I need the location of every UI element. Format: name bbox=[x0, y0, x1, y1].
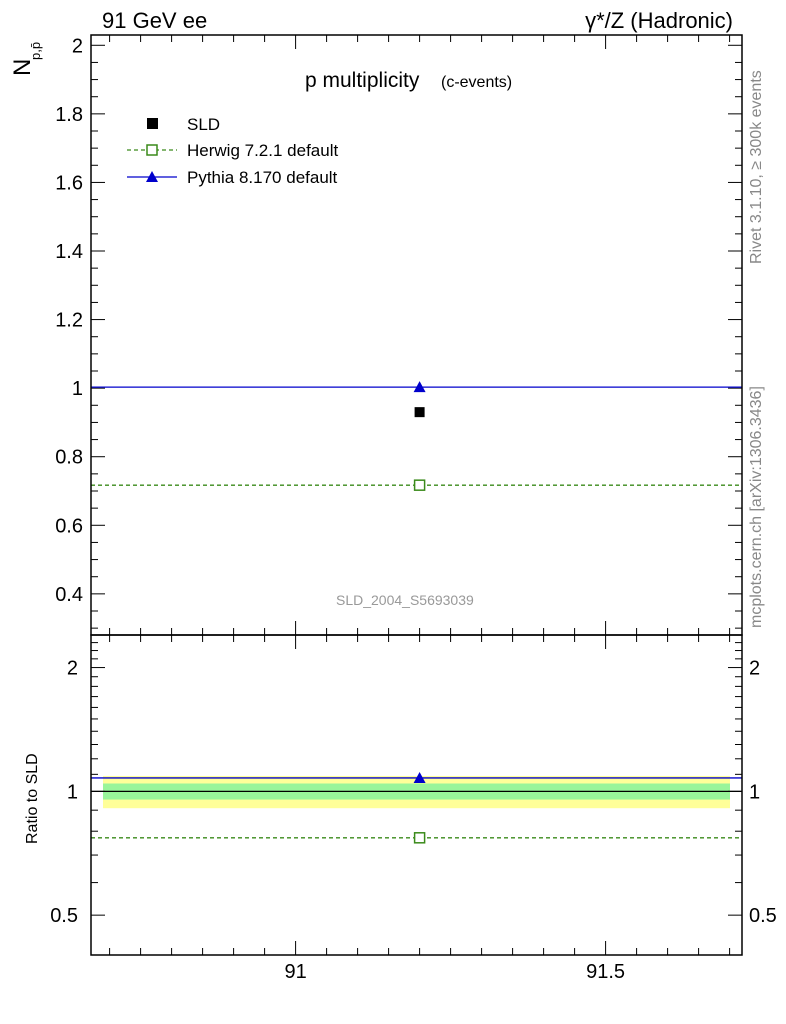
mcplots-label: mcplots.cern.ch [arXiv:1306.3436] bbox=[748, 386, 765, 628]
pythia-point bbox=[413, 381, 426, 393]
ratio-axis-ticks bbox=[91, 635, 742, 956]
main-y-tick-label: 1.6 bbox=[55, 172, 83, 194]
main-y-tick-label: 1.4 bbox=[55, 241, 83, 263]
ratio-frame bbox=[90, 634, 743, 956]
pythia-ratio-point bbox=[413, 771, 426, 783]
legend: SLD Herwig 7.2.1 default Pythia 8.170 de… bbox=[127, 115, 338, 187]
legend-marker-sld bbox=[147, 118, 158, 129]
main-subtitle: (c-events) bbox=[441, 74, 512, 91]
main-y-axis-label-sub: p,p̄ bbox=[28, 42, 43, 60]
legend-marker-herwig bbox=[146, 144, 158, 156]
ratio-y-tick-labels: 0.5 0.5 1 1 2 2 bbox=[50, 658, 777, 928]
main-series bbox=[91, 381, 742, 491]
main-axis-ticks bbox=[91, 35, 742, 635]
main-y-tick-label: 2 bbox=[72, 35, 83, 57]
x-tick-label: 91 bbox=[284, 961, 306, 983]
analysis-watermark: SLD_2004_S5693039 bbox=[336, 592, 474, 608]
x-tick-labels: 91 91.5 bbox=[284, 961, 625, 983]
ratio-y-tick-label-left: 0.5 bbox=[50, 905, 78, 927]
ratio-series bbox=[91, 771, 742, 844]
header-left: 91 GeV ee bbox=[102, 8, 207, 33]
main-y-tick-label: 0.8 bbox=[55, 447, 83, 469]
ratio-y-tick-label-right: 1 bbox=[749, 781, 760, 803]
main-y-tick-label: 0.6 bbox=[55, 515, 83, 537]
ratio-y-tick-label-right: 0.5 bbox=[749, 905, 777, 927]
ratio-y-axis-label: Ratio to SLD bbox=[24, 753, 41, 844]
ratio-y-tick-label-left: 1 bbox=[67, 781, 78, 803]
main-title: p multiplicity bbox=[305, 69, 420, 92]
main-y-tick-labels: 0.4 0.6 0.8 1 1.2 1.4 1.6 1.8 2 bbox=[55, 35, 83, 606]
legend-label-pythia: Pythia 8.170 default bbox=[187, 168, 338, 187]
ratio-y-tick-label-right: 2 bbox=[749, 658, 760, 680]
legend-marker-pythia bbox=[146, 171, 158, 182]
sld-data-point bbox=[414, 407, 425, 418]
header-right: γ*/Z (Hadronic) bbox=[585, 8, 733, 33]
main-y-tick-label: 1.8 bbox=[55, 104, 83, 126]
ratio-panel: 0.5 0.5 1 1 2 2 91 91.5 Ratio to SLD bbox=[24, 634, 777, 983]
main-y-tick-label: 1 bbox=[72, 378, 83, 400]
ratio-y-tick-label-left: 2 bbox=[67, 658, 78, 680]
legend-label-herwig: Herwig 7.2.1 default bbox=[187, 141, 338, 160]
main-y-tick-label: 0.4 bbox=[55, 584, 83, 606]
herwig-ratio-point bbox=[413, 832, 426, 844]
rivet-label: Rivet 3.1.10, ≥ 300k events bbox=[748, 70, 765, 264]
main-panel: 0.4 0.6 0.8 1 1.2 1.4 1.6 1.8 2 p multiplicity (… bbox=[9, 34, 743, 636]
main-y-tick-label: 1.2 bbox=[55, 310, 83, 332]
herwig-point bbox=[413, 479, 426, 491]
legend-label-sld: SLD bbox=[187, 115, 220, 134]
x-tick-label: 91.5 bbox=[586, 961, 625, 983]
main-y-axis-label: N bbox=[9, 59, 36, 76]
